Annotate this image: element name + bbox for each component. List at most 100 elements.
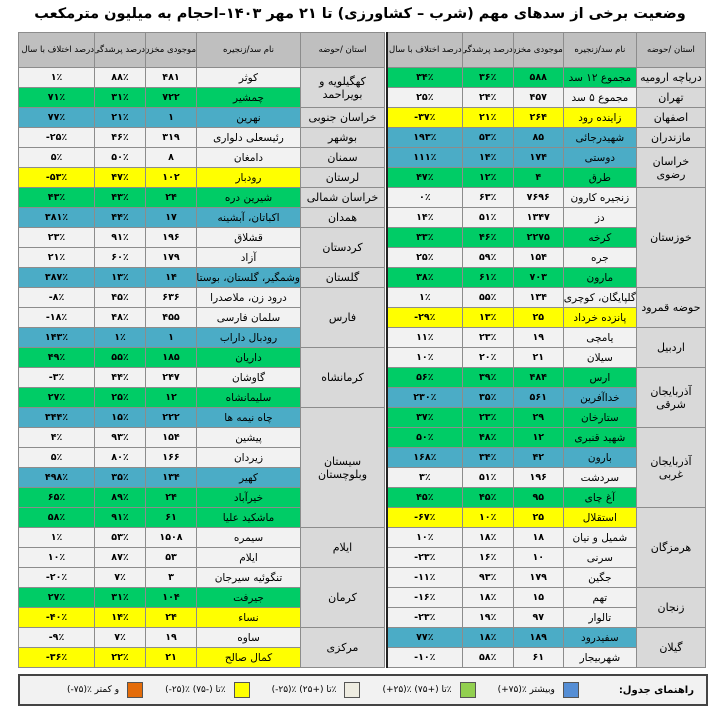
fill-percent-cell: ۴۴٪ — [94, 367, 146, 388]
dam-name-cell: چاه نیمه ها — [196, 407, 301, 428]
dam-name-cell: یامچی — [562, 327, 637, 348]
dam-name-cell: تنگوئیه سیرجان — [196, 567, 301, 588]
fill-percent-cell: ۵۱٪ — [461, 467, 514, 488]
table-row: آزاد ۱۷۹ ۶۰٪ ۲۱٪ — [18, 247, 385, 268]
diff-percent-cell: ۴۳٪ — [18, 187, 95, 208]
diff-percent-cell: ۴۷٪ — [386, 167, 463, 188]
header-storage: موجودی مخزن — [512, 32, 564, 68]
fill-percent-cell: ۹۳٪ — [461, 567, 514, 588]
dam-name-cell: کوثر — [196, 67, 301, 88]
storage-cell: ۱۸۵ — [145, 347, 197, 368]
diff-percent-cell: ۷۱٪ — [18, 87, 95, 108]
province-cell: خوزستان — [635, 187, 707, 288]
storage-cell: ۱۵۰۸ — [145, 527, 197, 548]
table-row: خیرآباد ۲۴ ۸۹٪ ۶۵٪ — [18, 487, 385, 508]
storage-cell: ۱۰ — [512, 547, 564, 568]
diff-percent-cell: ۱۹۳٪ — [386, 127, 463, 148]
dam-name-cell: کمال صالح — [196, 647, 301, 668]
fill-percent-cell: ۱۸٪ — [461, 627, 514, 648]
diff-percent-cell: ۳۳٪ — [386, 227, 463, 248]
storage-cell: ۱۵۴ — [512, 247, 564, 268]
table-row: مازندران شهیدرجائی ۸۵ ۵۳٪ ۱۹۳٪ — [386, 127, 707, 148]
province-cell: خراسان شمالی — [300, 187, 385, 208]
fill-percent-cell: ۴۷٪ — [94, 167, 146, 188]
dam-name-cell: ارس — [562, 367, 637, 388]
dam-name-cell: سلمان فارسی — [196, 307, 301, 328]
fill-percent-cell: ۷٪ — [94, 627, 146, 648]
diff-percent-cell: -۳٪ — [18, 367, 95, 388]
dam-name-cell: رودبار — [196, 167, 301, 188]
table-row: اردبیل یامچی ۱۹ ۲۳٪ ۱۱٪ — [386, 327, 707, 368]
table-row: تهران مجموع ۵ سد ۴۵۷ ۲۴٪ ۲۵٪ — [386, 87, 707, 108]
storage-cell: ۱۵۴ — [145, 427, 197, 448]
province-cell: مازندران — [635, 127, 707, 148]
dam-name-cell: جگین — [562, 567, 637, 588]
table-row: هرمزگان استقلال ۲۵ ۱۰٪ -۶۷٪ — [386, 507, 707, 588]
header-fill-percent: درصد پرشدگی — [94, 32, 146, 68]
dam-name-cell: مجموع ۱۲ سد — [562, 67, 637, 88]
diff-percent-cell: ۵۶٪ — [386, 367, 463, 388]
legend-swatch — [233, 682, 250, 698]
dam-name-cell: شهربیجار — [562, 647, 637, 668]
table-row: آذربایجان شرقی ارس ۴۸۴ ۳۹٪ ۵۶٪ — [386, 367, 707, 428]
fill-percent-cell: ۳۴٪ — [461, 447, 514, 468]
dam-name-cell: ساوه — [196, 627, 301, 648]
diff-percent-cell: ۵٪ — [18, 147, 95, 168]
fill-percent-cell: ۵۹٪ — [461, 247, 514, 268]
fill-percent-cell: ۴۵٪ — [461, 487, 514, 508]
diff-percent-cell: -۱۸٪ — [18, 307, 95, 328]
table-row: دز ۱۳۴۷ ۵۱٪ ۱۴٪ — [386, 207, 706, 228]
diff-percent-cell: ۴٪ — [18, 427, 95, 448]
table-row: ایلام سیمره ۱۵۰۸ ۵۳٪ ۱٪ — [18, 527, 385, 568]
dams-table-right: استان /حوضه نام سد/زنجیره موجودی مخزن در… — [386, 32, 707, 668]
fill-percent-cell: ۳۵٪ — [461, 387, 514, 408]
dam-name-cell: زیردان — [196, 447, 301, 468]
fill-percent-cell: ۳۱٪ — [94, 87, 146, 108]
table-row: رودبال داراب ۱ ۱٪ ۱۴۳٪ — [18, 327, 385, 348]
table-row: خوزستان زنجیره کارون ۷۶۹۶ ۶۳٪ ۰٪ — [386, 187, 707, 288]
table-row: شهربیجار ۶۱ ۵۸٪ -۱۰٪ — [386, 647, 706, 668]
table-row: کرمان تنگوئیه سیرجان ۳ ۷٪ -۲۰٪ — [18, 567, 385, 628]
fill-percent-cell: ۹۱٪ — [94, 227, 146, 248]
table-row: بارون ۴۲ ۳۴٪ ۱۶۸٪ — [386, 447, 706, 468]
storage-cell: ۲۱ — [512, 347, 564, 368]
storage-cell: ۱۹ — [512, 327, 564, 348]
table-row: آذربایجان غربی شهید قنبری ۱۲ ۴۸٪ ۵۰٪ — [386, 427, 707, 508]
header-dam-name: نام سد/زنجیره — [196, 32, 301, 68]
legend-swatch — [459, 682, 476, 698]
storage-cell: ۱۷۴ — [512, 147, 564, 168]
dam-name-cell: کهیر — [196, 467, 301, 488]
diff-percent-cell: ۲۷٪ — [18, 387, 95, 408]
diff-percent-cell: ۴۹۸٪ — [18, 467, 95, 488]
fill-percent-cell: ۸۸٪ — [94, 67, 146, 88]
diff-percent-cell: ۳۸۷٪ — [18, 267, 95, 288]
storage-cell: ۱۷۹ — [145, 247, 197, 268]
dam-name-cell: تهم — [562, 587, 637, 608]
fill-percent-cell: ۱۸٪ — [461, 587, 514, 608]
header-diff-percent: درصد اختلاف با سال قبل — [386, 32, 463, 68]
table-row: اصفهان زاینده رود ۲۶۴ ۲۱٪ -۳۷٪ — [386, 107, 707, 128]
table-row: فارس درود زن، ملاصدرا ۶۳۶ ۴۵٪ -۸٪ — [18, 287, 385, 348]
legend-swatch — [127, 682, 144, 698]
table-row: جره ۱۵۴ ۵۹٪ ۲۵٪ — [386, 247, 706, 268]
storage-cell: ۲۴ — [145, 607, 197, 628]
dam-name-cell: شهید قنبری — [562, 427, 637, 448]
dam-name-cell: شمیل و نیان — [562, 527, 637, 548]
fill-percent-cell: ۸۷٪ — [94, 547, 146, 568]
dam-name-cell: سردشت — [562, 467, 637, 488]
table-row: خراسان جنوبی نهرین ۱ ۲۱٪ ۷۷٪ — [18, 107, 385, 128]
diff-percent-cell: -۴۰٪ — [18, 607, 95, 628]
diff-percent-cell: -۲۰٪ — [18, 567, 95, 588]
dam-name-cell: جیرفت — [196, 587, 301, 608]
province-cell: خراسان رضوی — [635, 147, 707, 188]
fill-percent-cell: ۳۶٪ — [461, 67, 514, 88]
page-title: وضعیت برخی از سدهای مهم (شرب – کشاورزی) … — [34, 6, 686, 22]
table-row: سیلان ۲۱ ۲۰٪ ۱۰٪ — [386, 347, 706, 368]
storage-cell: ۱۳۴ — [512, 287, 564, 308]
diff-percent-cell: -۶۷٪ — [386, 507, 463, 528]
table-legend: راهنمای جدول: (+۷۵)٪ وبیشتر (+۲۵)٪ تا (+… — [18, 674, 708, 706]
province-cell: آذربایجان شرقی — [635, 367, 707, 428]
fill-percent-cell: ۵۵٪ — [461, 287, 514, 308]
diff-percent-cell: -۵۳٪ — [18, 167, 95, 188]
storage-cell: ۱۵ — [512, 587, 564, 608]
